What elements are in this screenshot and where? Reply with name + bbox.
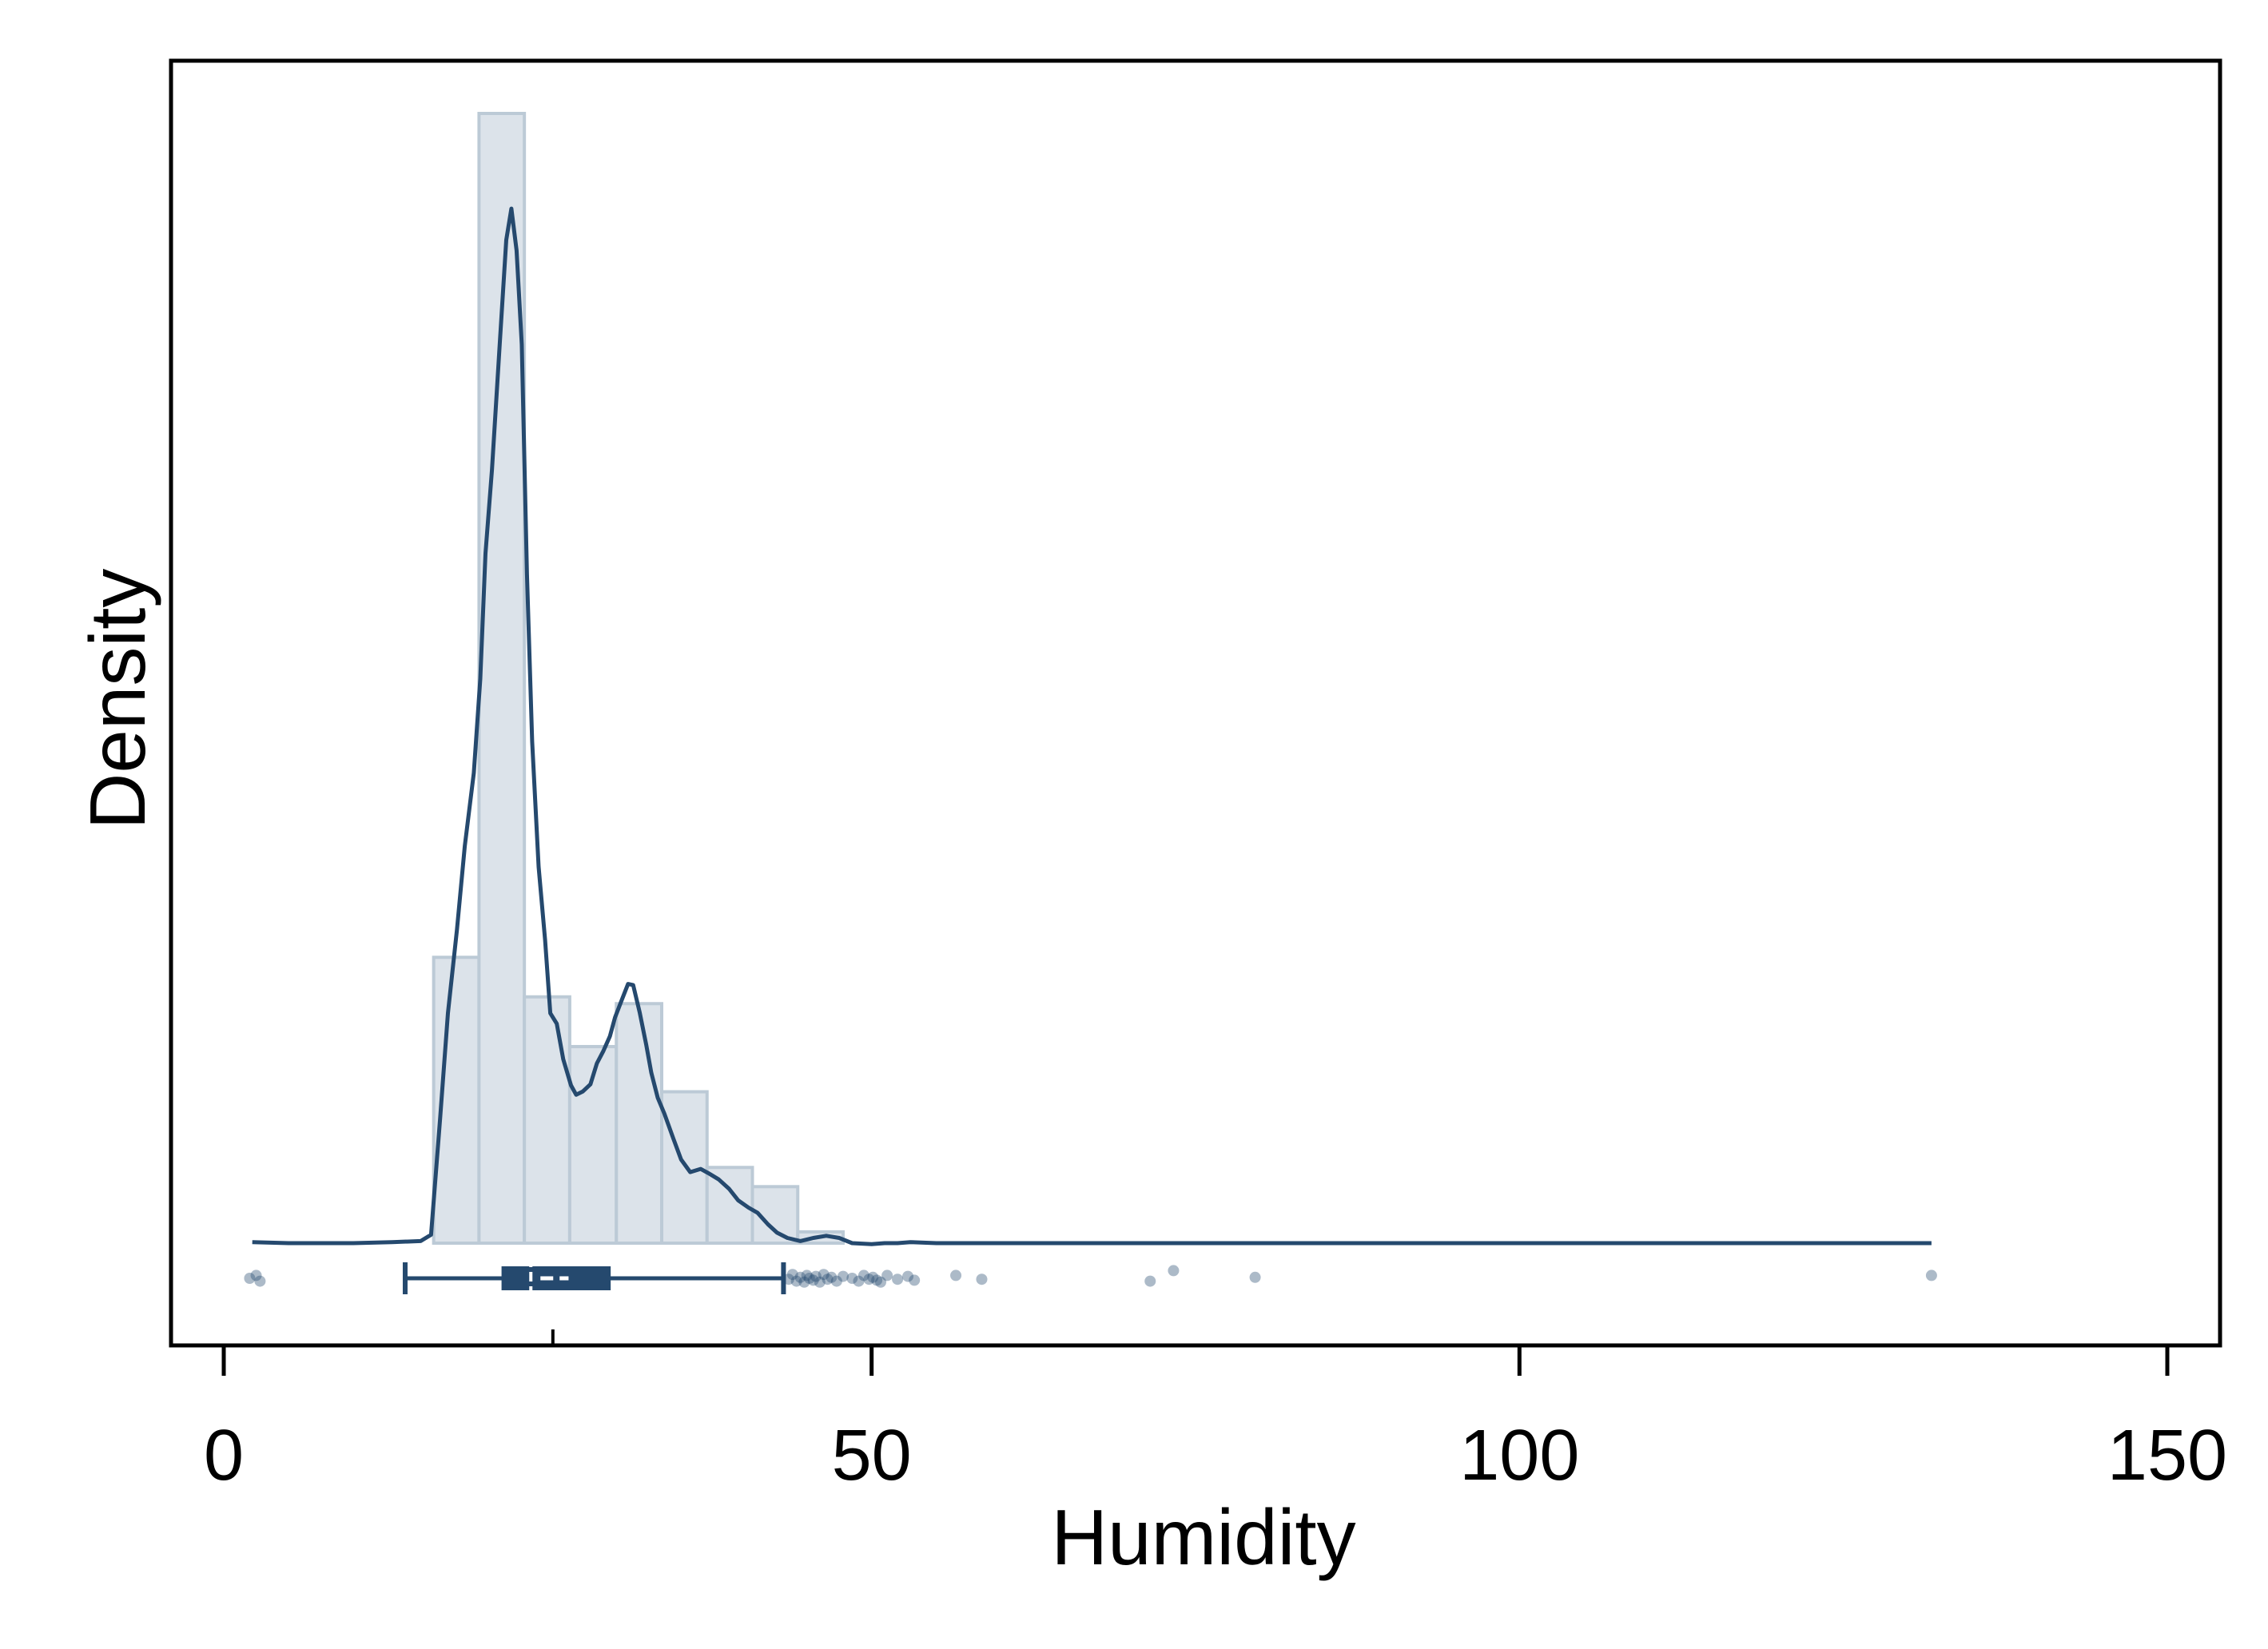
outlier-point xyxy=(830,1275,842,1287)
outlier-point xyxy=(803,1273,815,1284)
x-tick-label: 50 xyxy=(832,1416,912,1496)
outlier-point xyxy=(818,1269,830,1281)
histogram-bar xyxy=(750,1185,800,1246)
x-tick-label: 100 xyxy=(1459,1416,1579,1496)
outlier-point xyxy=(950,1270,962,1281)
outlier-point xyxy=(857,1270,869,1281)
x-tick-label: 0 xyxy=(204,1416,244,1496)
x-axis-label: Humidity xyxy=(1051,1493,1355,1581)
outlier-points xyxy=(244,1265,1937,1288)
outlier-point xyxy=(810,1270,822,1282)
outlier-point xyxy=(814,1276,826,1288)
outlier-point xyxy=(782,1274,794,1285)
outlier-point xyxy=(790,1275,802,1287)
outlier-point xyxy=(826,1271,838,1283)
histogram-bar xyxy=(523,995,571,1246)
histogram-bar xyxy=(615,1002,664,1246)
outlier-point xyxy=(846,1273,858,1284)
outlier-point xyxy=(1168,1265,1180,1277)
x-tick-label: 150 xyxy=(2107,1416,2227,1496)
outlier-point xyxy=(1249,1271,1261,1283)
outlier-point xyxy=(244,1273,256,1284)
x-axis: 0 50 100 150 xyxy=(204,1329,2227,1496)
boxplot xyxy=(402,1258,786,1299)
outlier-point xyxy=(822,1274,834,1285)
outlier-point xyxy=(794,1271,806,1283)
histogram-bars xyxy=(432,112,845,1246)
outlier-point xyxy=(801,1270,813,1281)
outlier-point xyxy=(786,1269,798,1281)
outlier-point xyxy=(1144,1275,1156,1287)
outlier-point xyxy=(892,1274,904,1285)
outlier-point xyxy=(798,1276,810,1288)
outlier-point xyxy=(902,1270,914,1282)
box-iqr xyxy=(501,1266,611,1290)
outlier-point xyxy=(871,1274,883,1286)
outlier-point xyxy=(853,1275,865,1287)
plot-frame xyxy=(169,58,2222,1348)
outlier-point xyxy=(867,1271,879,1283)
y-axis-label: Density xyxy=(74,569,161,830)
outlier-point xyxy=(250,1270,262,1281)
outlier-point xyxy=(1925,1270,1937,1281)
outlier-point xyxy=(875,1276,887,1288)
outlier-point xyxy=(909,1274,921,1286)
density-curve xyxy=(252,206,1932,1246)
outlier-point xyxy=(837,1270,849,1282)
outlier-point xyxy=(976,1274,988,1285)
outlier-point xyxy=(881,1270,893,1281)
outlier-point xyxy=(254,1275,266,1287)
outlier-point xyxy=(863,1274,875,1285)
outlier-point xyxy=(807,1274,819,1286)
